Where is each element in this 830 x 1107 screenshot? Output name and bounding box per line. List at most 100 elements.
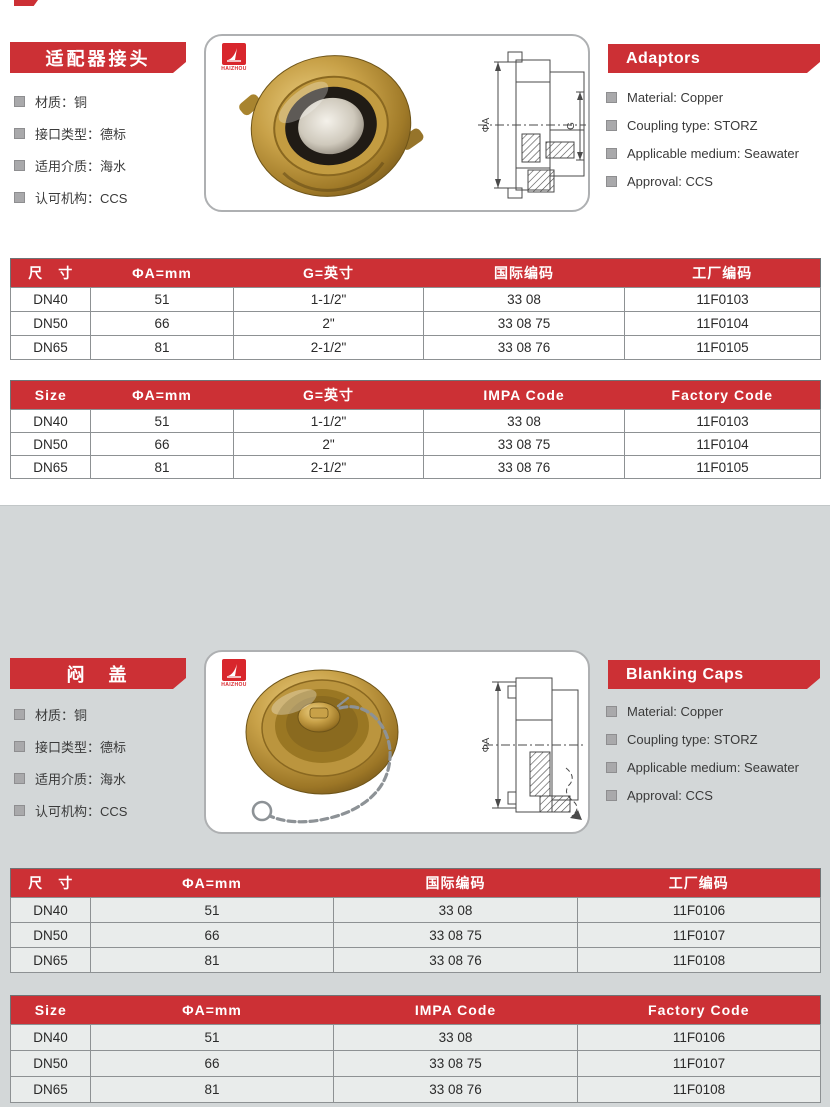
table-cell: 33 08 xyxy=(423,287,625,312)
spec-label: Approval: CCS xyxy=(627,174,713,189)
spec-label: Coupling type: STORZ xyxy=(627,732,758,747)
table-cell: 51 xyxy=(90,897,334,923)
spec-item: Approval: CCS xyxy=(606,788,799,803)
spec-item: Material: Copper xyxy=(606,704,799,719)
table-header-row: Size ΦA=mm IMPA Code Factory Code xyxy=(10,995,821,1025)
table-cell: 11F0108 xyxy=(577,947,821,973)
table-cell: 51 xyxy=(90,1024,334,1051)
table-cell: 2" xyxy=(233,432,424,456)
spec-item: Material: Copper xyxy=(606,90,799,105)
table-cell: 1-1/2" xyxy=(233,287,424,312)
table-cell: 11F0105 xyxy=(624,455,821,479)
product1-image-card: HAIZHOU xyxy=(204,34,590,212)
table-cell: 33 08 75 xyxy=(333,1050,578,1077)
table-cell: 2" xyxy=(233,311,424,336)
table-cell: 81 xyxy=(90,335,234,360)
spec-label: Material: Copper xyxy=(627,704,724,719)
table-cell: DN50 xyxy=(10,922,91,948)
bullet-square-icon xyxy=(14,160,25,171)
column-header: Factory Code xyxy=(577,995,821,1025)
column-header: ΦA=mm xyxy=(90,995,334,1025)
table-row: DN40 51 1-1/2" 33 08 11F0103 xyxy=(10,287,821,312)
spec-label: 接口类型：德标 xyxy=(35,740,127,755)
sail-icon xyxy=(222,659,246,681)
spec-label: Applicable medium: Seawater xyxy=(627,146,799,161)
table-cell: DN50 xyxy=(10,1050,91,1077)
table-cell: 11F0107 xyxy=(577,1050,821,1077)
table-cell: 33 08 76 xyxy=(423,335,625,360)
bullet-square-icon xyxy=(14,805,25,816)
blanking-caps-table-cn: 尺 寸 ΦA=mm 国际编码 工厂编码 DN40 51 33 08 11F010… xyxy=(10,868,821,973)
product1-title-en-banner: Adaptors xyxy=(608,44,820,73)
spec-label: 适用介质：海水 xyxy=(35,159,127,174)
table-cell: 33 08 75 xyxy=(423,432,625,456)
dimension-label-diameter: ΦA xyxy=(481,117,492,132)
table-header-row: 尺 寸 ΦA=mm 国际编码 工厂编码 xyxy=(10,868,821,898)
product1-specs-cn: 材质：铜 接口类型：德标 适用介质：海水 认可机构：CCS xyxy=(14,92,127,207)
table-cell: 2-1/2" xyxy=(233,455,424,479)
brand-logo: HAIZHOU xyxy=(216,43,252,72)
table-cell: 66 xyxy=(90,1050,334,1077)
product1-title-cn: 适配器接头 xyxy=(45,48,151,69)
table-cell: 1-1/2" xyxy=(233,409,424,433)
product2-specs-cn: 材质：铜 接口类型：德标 适用介质：海水 认可机构：CCS xyxy=(14,705,127,820)
table-cell: 11F0103 xyxy=(624,409,821,433)
table-cell: 11F0106 xyxy=(577,897,821,923)
spec-label: Approval: CCS xyxy=(627,788,713,803)
table-cell: 81 xyxy=(90,455,234,479)
spec-item: 接口类型：德标 xyxy=(14,737,127,756)
spec-label: 认可机构：CCS xyxy=(35,191,128,206)
bullet-square-icon xyxy=(14,192,25,203)
bullet-square-icon xyxy=(14,773,25,784)
column-header: ΦA=mm xyxy=(90,258,234,288)
table-row: DN40 51 1-1/2" 33 08 11F0103 xyxy=(10,409,821,433)
table-cell: 11F0105 xyxy=(624,335,821,360)
table-cell: 33 08 76 xyxy=(333,1076,578,1103)
product1-title-en: Adaptors xyxy=(626,49,701,67)
spec-item: Applicable medium: Seawater xyxy=(606,760,799,775)
brand-name: HAIZHOU xyxy=(221,682,247,688)
product2-title-en-banner: Blanking Caps xyxy=(608,660,820,689)
column-header: 国际编码 xyxy=(333,868,578,898)
spec-label: 材质：铜 xyxy=(35,708,88,723)
spec-item: 材质：铜 xyxy=(14,92,127,111)
product2-title-cn-banner: 闷 盖 xyxy=(10,658,186,689)
product1-specs-en: Material: Copper Coupling type: STORZ Ap… xyxy=(606,90,799,189)
table-cell: 51 xyxy=(90,409,234,433)
table-cell: 11F0107 xyxy=(577,922,821,948)
product2-title-cn: 闷 盖 xyxy=(66,664,130,685)
bullet-square-icon xyxy=(606,92,617,103)
product2-specs-en: Material: Copper Coupling type: STORZ Ap… xyxy=(606,704,799,803)
column-header: G=英寸 xyxy=(233,258,424,288)
spec-item: Applicable medium: Seawater xyxy=(606,146,799,161)
bullet-square-icon xyxy=(14,96,25,107)
table-cell: 66 xyxy=(90,922,334,948)
table-cell: DN40 xyxy=(10,409,91,433)
spec-item: 适用介质：海水 xyxy=(14,769,127,788)
table-cell: 11F0104 xyxy=(624,432,821,456)
bullet-square-icon xyxy=(14,709,25,720)
column-header: Size xyxy=(10,995,91,1025)
column-header: 国际编码 xyxy=(423,258,625,288)
table-cell: 11F0104 xyxy=(624,311,821,336)
table-cell: 66 xyxy=(90,432,234,456)
page-corner-mark xyxy=(14,0,38,6)
spec-item: Coupling type: STORZ xyxy=(606,118,799,133)
table-row: DN65 81 33 08 76 11F0108 xyxy=(10,947,821,973)
column-header: 尺 寸 xyxy=(10,868,91,898)
table-cell: 33 08 xyxy=(333,1024,578,1051)
dimension-label-diameter: ΦA xyxy=(481,737,492,752)
table-cell: 33 08 76 xyxy=(423,455,625,479)
table-cell: DN65 xyxy=(10,947,91,973)
bullet-square-icon xyxy=(606,706,617,717)
spec-label: 适用介质：海水 xyxy=(35,772,127,787)
table-cell: DN50 xyxy=(10,311,91,336)
table-cell: 81 xyxy=(90,1076,334,1103)
column-header: Size xyxy=(10,380,91,410)
blanking-cap-dimension-drawing: ΦA xyxy=(481,677,584,820)
table-cell: 33 08 xyxy=(333,897,578,923)
table-cell: 81 xyxy=(90,947,334,973)
table-cell: DN65 xyxy=(10,455,91,479)
table-cell: 33 08 xyxy=(423,409,625,433)
